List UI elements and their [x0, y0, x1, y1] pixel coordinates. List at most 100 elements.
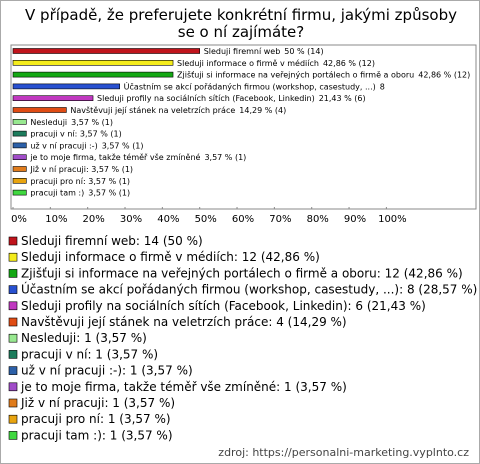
legend-category: Nesleduji [21, 331, 76, 345]
bar-value-label: : 3,57 % (1) [86, 165, 133, 174]
bar-value-label: 50 % (14) [284, 47, 323, 56]
bar-value-label: 14,29 % (4) [239, 106, 286, 115]
bar-label: Sleduji informace o firmě v médiích 42,86… [177, 57, 375, 67]
x-tick-label: 30% [120, 214, 142, 225]
legend-value: : 1 (3,57 %) [276, 379, 347, 393]
bar-label-category: pracuji v ní [30, 129, 75, 138]
legend-value: : 6 (21,43 %) [348, 298, 426, 312]
bar-label: Sleduji firemní web 50 % (14) [204, 47, 324, 56]
legend-category: je to moje firma, takže téměř vše zmíněn… [20, 379, 276, 393]
legend-value: : 1 (3,57 %) [87, 347, 158, 361]
legend-category: Sleduji informace o firmě v médiích [21, 250, 234, 264]
legend-entry: Nesleduji: 1 (3,57 %) [21, 331, 147, 345]
legend-value: : 1 (3,57 %) [122, 363, 193, 377]
legend-swatch [8, 398, 18, 408]
bar [12, 178, 27, 184]
legend-swatch [8, 301, 18, 311]
bar [12, 166, 27, 172]
x-tick-label: 50% [195, 214, 217, 225]
x-tick-label: 100% [378, 214, 407, 225]
bar-label: už v ní pracuji :-) 3,57 % (1) [30, 141, 143, 150]
bar [12, 83, 120, 90]
legend-entry: Účastním se akcí pořádaných firmou (work… [21, 281, 477, 296]
legend-entry: pracuji tam :): 1 (3,57 %) [21, 428, 173, 442]
plot-frame [10, 44, 477, 210]
bar-label-category: pracuji tam :) [30, 188, 84, 197]
legend-category: Zjišťuji si informace na veřejných portá… [21, 266, 377, 280]
bar-value-label: : 3,57 % (1) [83, 176, 130, 185]
chart-title: V případě, že preferujete konkrétní firm… [25, 6, 457, 41]
legend-value: : 14 (50 %) [136, 234, 203, 248]
legend-category: Sleduji profily na sociálních sítích (Fa… [21, 298, 348, 312]
legend-category: pracuji v ní [21, 347, 88, 361]
x-tick-label: 70% [269, 214, 291, 225]
x-tick-label: 20% [83, 214, 105, 225]
bar-label-category: Zjišťuji si informace na veřejných portá… [177, 69, 414, 79]
bar [12, 95, 94, 101]
bar-value-label: 21,43 % (6) [319, 94, 366, 103]
bar-value-label: 42,86 % (12) [418, 70, 470, 79]
legend-value: : 12 (42,86 %) [377, 266, 463, 280]
x-tick-label: 60% [232, 214, 254, 225]
legend-entry: Navštěvuji její stánek na veletrzích prá… [21, 315, 347, 329]
bar-label: pracuji v ní: 3,57 % (1) [30, 129, 121, 138]
x-tick-label: 80% [307, 214, 329, 225]
bar-label: pracuji pro ní: 3,57 % (1) [30, 176, 130, 185]
bar-label-category: je to moje firma, takže téměř vše zmíněn… [29, 152, 200, 162]
legend-swatch [8, 382, 18, 392]
x-tick-label: 40% [157, 214, 179, 225]
bar-label-category: Navštěvuji její stánek na veletrzích prá… [70, 105, 235, 115]
bar [12, 154, 27, 160]
bar-label-category: už v ní pracuji :-) [30, 141, 97, 150]
legend-category: už v ní pracuji :-) [21, 363, 122, 377]
bar [12, 48, 200, 54]
legend-swatch [8, 236, 18, 246]
legend-value: : 1 (3,57 %) [102, 428, 173, 442]
legend-swatch [8, 431, 18, 440]
legend-entry: už v ní pracuji :-): 1 (3,57 %) [21, 363, 193, 377]
legend-swatch [8, 350, 18, 359]
legend-value: : 1 (3,57 %) [104, 396, 175, 410]
legend-value: : 1 (3,57 %) [76, 331, 147, 345]
bar-value-label: 8 [380, 82, 385, 91]
legend-entry: pracuji pro ní: 1 (3,57 %) [21, 412, 171, 426]
legend-category: pracuji tam :) [21, 428, 102, 442]
legend-swatch [8, 414, 18, 424]
bar-label: Navštěvuji její stánek na veletrzích prá… [70, 105, 286, 115]
bar-value-label: 3,57 % (1) [71, 117, 113, 126]
bar [12, 71, 174, 78]
x-tick-label: 0% [11, 214, 27, 225]
legend-value: : 1 (3,57 %) [100, 412, 171, 426]
bar-value-label: 3,57 % (1) [102, 141, 144, 150]
bar-value-label: 3,57 % (1) [204, 153, 246, 162]
legend-swatch [8, 333, 18, 343]
bar-label: Již v ní pracuji: 3,57 % (1) [29, 165, 133, 174]
bar-value-label: : 3,57 % (1) [75, 129, 122, 138]
legend-value: : 12 (42,86 %) [234, 250, 320, 264]
legend-swatch [8, 317, 18, 327]
legend-swatch [8, 269, 18, 278]
bar-label-category: Již v ní pracuji [29, 165, 86, 174]
x-tick-label: 10% [45, 214, 67, 225]
x-tick-label: 90% [344, 214, 366, 225]
legend-category: Navštěvuji její stánek na veletrzích prá… [21, 315, 268, 329]
legend-category: Sleduji firemní web [21, 234, 136, 248]
bar [12, 107, 67, 113]
legend-entry: Sleduji firemní web: 14 (50 %) [21, 234, 203, 248]
bar-label-category: Sleduji profily na sociálních sítích (Fa… [97, 94, 315, 103]
legend-swatch [8, 285, 18, 294]
bar-label: Nesleduji 3,57 % (1) [30, 117, 113, 126]
bar-label: pracuji tam :) 3,57 % (1) [30, 188, 130, 197]
bar [12, 142, 27, 149]
bar-label: Sleduji profily na sociálních sítích (Fa… [97, 94, 366, 103]
legend-category: Již v ní pracuji [20, 396, 104, 410]
bar-label: je to moje firma, takže téměř vše zmíněn… [29, 152, 246, 162]
bar-label-category: Účastním se akcí pořádaných firmou (work… [124, 80, 376, 91]
legend-category: Účastním se akcí pořádaných firmou (work… [21, 281, 399, 296]
legend-category: pracuji pro ní [21, 412, 101, 426]
legend-swatch [8, 366, 18, 375]
bar-value-label: 3,57 % (1) [88, 188, 130, 197]
legend-value: : 8 (28,57 %) [399, 282, 477, 296]
